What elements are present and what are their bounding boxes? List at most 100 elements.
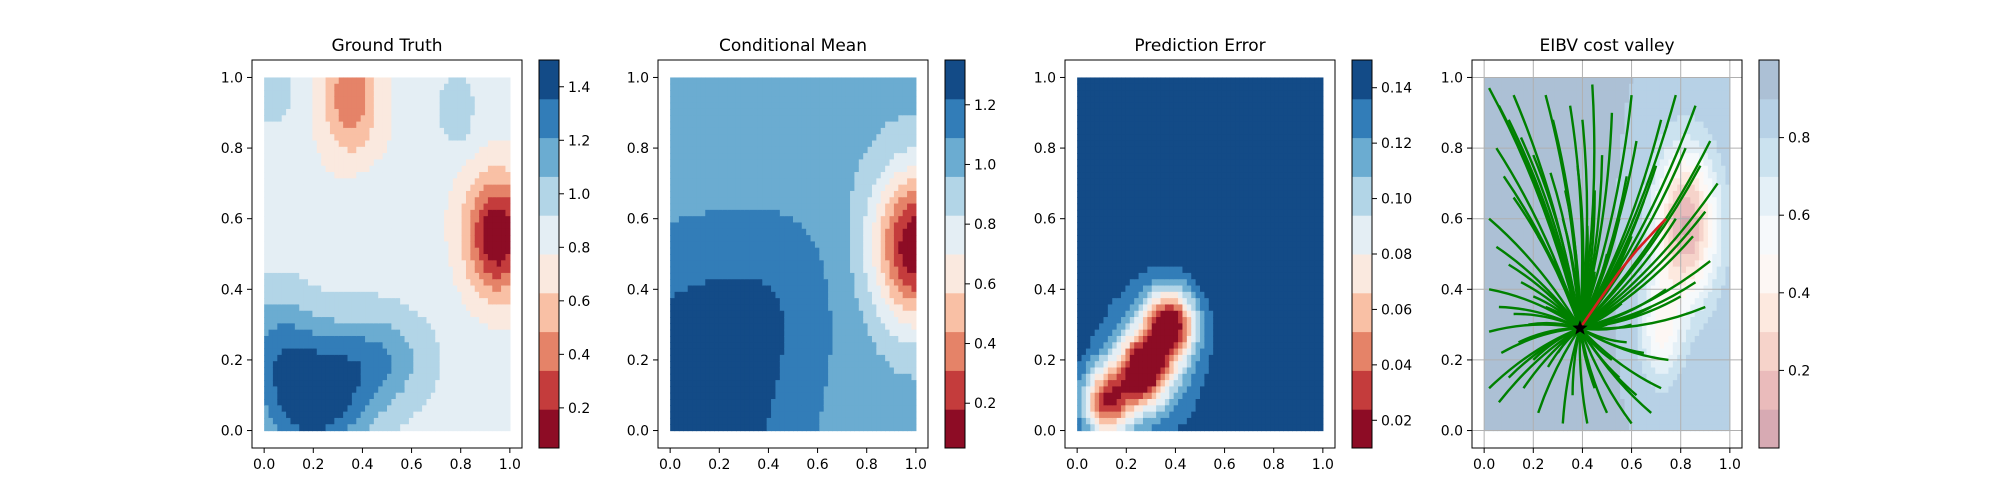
heatmap-cell [718,323,724,331]
heatmap-cell [334,172,340,179]
heatmap-cell [413,399,419,406]
heatmap-cell [496,342,502,350]
heatmap-cell [793,209,798,217]
heatmap-cell [294,172,300,179]
heatmap-cell [268,96,274,104]
heatmap-cell [727,354,733,362]
heatmap-cell [505,417,511,425]
heatmap-cell [391,298,397,306]
heatmap-cell [501,335,507,343]
heatmap-cell [470,127,476,135]
heatmap-cell [465,380,471,388]
heatmap-cell [387,121,392,129]
heatmap-cell [714,108,720,116]
heatmap-cell [806,134,812,142]
heatmap-cell [727,247,733,255]
heatmap-cell [294,417,300,425]
heatmap-cell [316,405,322,413]
heatmap-cell [722,247,728,255]
heatmap-cell [474,153,480,161]
heatmap-cell [501,216,507,224]
heatmap-cell [356,216,362,224]
heatmap-cell [444,77,450,85]
heatmap-cell [387,241,392,249]
heatmap-cell [325,184,331,192]
heatmap-cell [784,127,790,135]
heatmap-cell [722,159,728,167]
heatmap-cell [766,159,772,167]
heatmap-cell [722,235,728,242]
heatmap-cell [378,405,384,413]
heatmap-cell [308,96,314,104]
heatmap-cell [771,399,777,406]
heatmap-cell [793,134,798,142]
heatmap-cell [391,392,397,400]
heatmap-cell [408,405,414,413]
heatmap-cell [268,172,274,179]
heatmap-cell [378,127,384,135]
heatmap-cell [766,203,772,211]
heatmap-cell [286,190,292,198]
heatmap-cell [457,77,463,85]
heatmap-cell [714,361,720,369]
heatmap-cell [277,310,283,318]
heatmap-cell [391,380,397,388]
heatmap-cell [417,235,423,242]
heatmap-cell [749,121,755,129]
heatmap-cell [496,298,502,306]
heatmap-cell [408,424,414,432]
heatmap-cell [457,417,463,425]
heatmap-cell [465,291,471,299]
heatmap-cell [435,373,441,381]
heatmap-cell [338,216,344,224]
heatmap-cell [382,96,388,104]
heatmap-cell [740,323,746,331]
heatmap-cell [771,342,777,350]
heatmap-cell [700,329,706,337]
heatmap-cell [487,241,493,249]
heatmap-cell [369,172,375,179]
heatmap-cell [329,348,335,356]
heatmap-cell [452,380,458,388]
heatmap-cell [404,329,410,337]
heatmap-cell [426,83,432,91]
heatmap-cell [492,247,498,255]
heatmap-cell [444,380,450,388]
heatmap-cell [735,247,741,255]
heatmap-cell [797,417,803,425]
heatmap-cell [347,190,353,198]
heatmap-cell [334,159,340,167]
heatmap-cell [784,367,790,375]
heatmap-cell [670,373,676,381]
heatmap-cell [290,134,296,142]
heatmap-cell [382,373,388,381]
heatmap-cell [316,386,322,394]
heatmap-cell [784,241,790,249]
heatmap-cell [692,115,698,123]
heatmap-cell [387,153,392,161]
heatmap-cell [351,367,357,375]
heatmap-cell [334,279,340,287]
heatmap-cell [727,323,733,331]
heatmap-cell [714,77,720,85]
heatmap-cell [277,96,283,104]
heatmap-cell [753,178,759,186]
heatmap-cell [775,298,781,306]
heatmap-cell [329,298,335,306]
heatmap-cell [670,190,676,198]
heatmap-cell [757,77,763,85]
heatmap-cell [749,102,755,110]
heatmap-cell [779,140,785,148]
heatmap-cell [448,121,454,129]
heatmap-cell [505,102,511,110]
heatmap-cell [400,348,406,356]
heatmap-cell [452,304,458,312]
heatmap-cell [683,405,689,413]
heatmap-cell [762,222,768,230]
heatmap-cell [696,127,702,135]
heatmap-cell [487,417,493,425]
heatmap-cell [435,323,441,331]
heatmap-cell [709,228,715,236]
heatmap-cell [281,216,287,224]
heatmap-cell [360,197,366,205]
